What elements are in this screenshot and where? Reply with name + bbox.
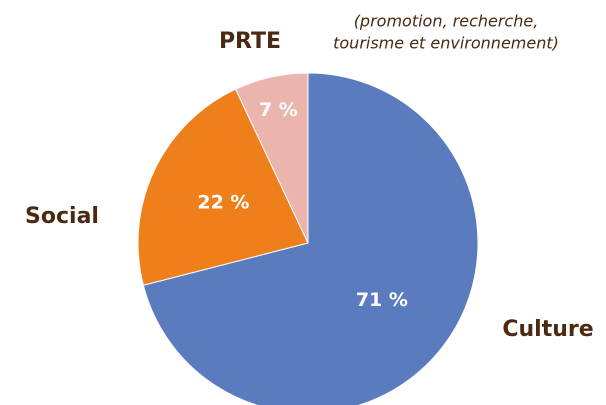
- pie-slice: [234, 72, 309, 244]
- category-label: Culture: [502, 317, 593, 342]
- category-label: Social: [25, 204, 99, 229]
- pie-slice: [137, 88, 309, 286]
- value-label: 7 %: [259, 99, 298, 121]
- annotation: tourisme et environnement): [333, 34, 559, 53]
- category-label: PRTE: [219, 29, 281, 54]
- pie-slice: [142, 72, 479, 405]
- value-label: 22 %: [197, 192, 249, 214]
- value-label: 71 %: [356, 289, 408, 311]
- annotation: (promotion, recherche,: [354, 12, 539, 31]
